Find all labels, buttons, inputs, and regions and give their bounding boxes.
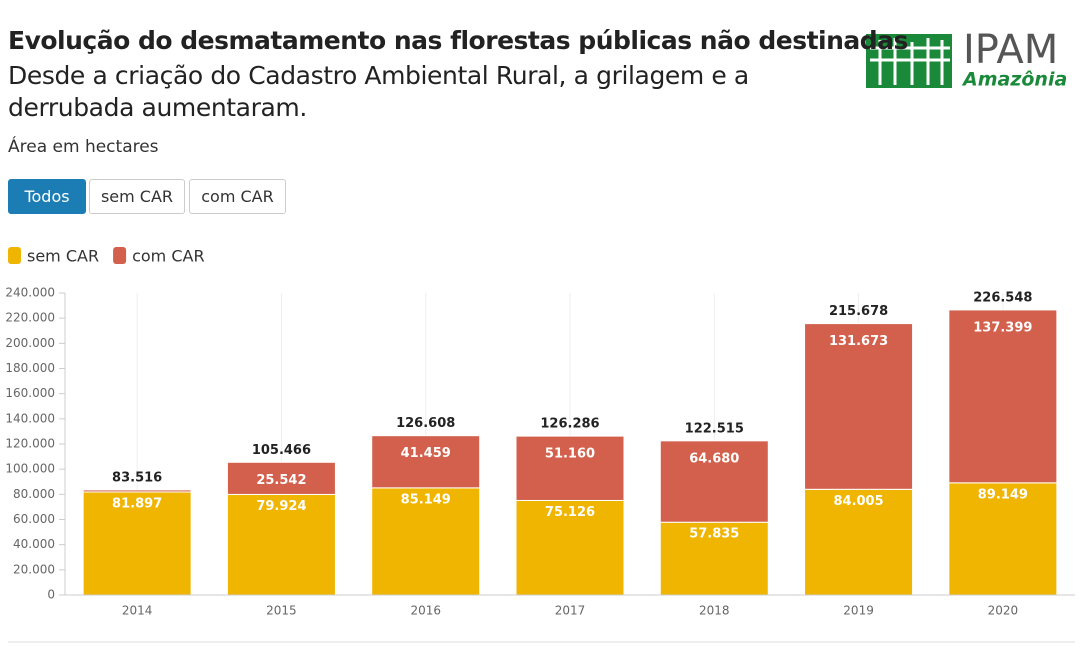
filter-button[interactable]: com CAR <box>189 179 286 214</box>
total-label: 126.608 <box>396 416 455 431</box>
bar-segment <box>371 487 481 596</box>
y-tick-label: 120.000 <box>5 437 55 451</box>
y-tick-label: 60.000 <box>13 512 55 526</box>
bar-segment <box>948 482 1058 596</box>
x-tick-label: 2020 <box>988 604 1019 618</box>
data-label: 57.835 <box>689 527 739 542</box>
legend-swatch <box>8 247 21 264</box>
data-label: 137.399 <box>973 320 1032 335</box>
total-label: 122.515 <box>685 421 744 436</box>
bar-segment <box>948 309 1058 484</box>
total-label: 226.548 <box>973 290 1032 305</box>
y-tick-label: 180.000 <box>5 361 55 375</box>
total-label: 105.466 <box>252 443 311 458</box>
bar-segment <box>659 521 769 596</box>
y-tick-label: 0 <box>47 588 55 602</box>
bar-segment <box>82 489 192 493</box>
bar-segment <box>371 435 481 489</box>
logo-name: IPAM <box>963 27 1058 73</box>
x-tick-label: 2015 <box>266 604 297 618</box>
data-label: 85.149 <box>401 492 451 507</box>
bar-segment <box>515 435 625 501</box>
x-tick-label: 2018 <box>699 604 730 618</box>
data-label: 89.149 <box>978 487 1028 502</box>
y-tick-label: 160.000 <box>5 386 55 400</box>
filter-button[interactable]: Todos <box>8 179 86 214</box>
chart-title: Evolução do desmatamento nas florestas p… <box>8 26 908 55</box>
data-label: 75.126 <box>545 505 595 520</box>
y-tick-label: 220.000 <box>5 311 55 325</box>
logo-lines <box>870 38 950 85</box>
filter-button[interactable]: sem CAR <box>89 179 185 214</box>
total-label: 215.678 <box>829 304 888 319</box>
y-tick-label: 40.000 <box>13 537 55 551</box>
logo: IPAM Amazônia <box>866 27 1067 91</box>
data-label: 25.542 <box>256 473 306 488</box>
y-tick-label: 20.000 <box>13 562 55 576</box>
y-tick-label: 100.000 <box>5 462 55 476</box>
total-label: 83.516 <box>112 470 162 485</box>
bar-segment <box>82 491 192 596</box>
data-label: 51.160 <box>545 447 595 462</box>
data-label: 79.924 <box>256 499 306 514</box>
data-label: 84.005 <box>833 494 883 509</box>
chart-subtitle: Desde a criação do Cadastro Ambiental Ru… <box>8 61 749 122</box>
logo-tagline: Amazônia <box>961 69 1067 91</box>
bar-segment <box>226 461 336 495</box>
y-tick-label: 80.000 <box>13 487 55 501</box>
bar-segment <box>659 440 769 523</box>
bar-segment <box>804 323 914 490</box>
legend-swatch <box>113 247 127 264</box>
y-tick-label: 140.000 <box>5 411 55 425</box>
y-axis-label: Área em hectares <box>8 137 159 157</box>
data-label: 131.673 <box>829 334 888 349</box>
legend-label: sem CAR <box>27 247 99 266</box>
bar-segment <box>515 499 625 596</box>
x-tick-label: 2017 <box>555 604 586 618</box>
x-tick-label: 2016 <box>410 604 441 618</box>
bar-segment <box>226 493 336 596</box>
y-tick-label: 240.000 <box>5 286 55 300</box>
data-label: 41.459 <box>401 446 451 461</box>
data-label: 64.680 <box>689 451 739 466</box>
total-label: 126.286 <box>540 417 599 432</box>
data-label: 81.897 <box>112 496 162 511</box>
x-tick-label: 2014 <box>122 604 153 618</box>
legend-label: com CAR <box>132 247 205 266</box>
bar-segment <box>804 488 914 596</box>
x-tick-label: 2019 <box>843 604 874 618</box>
y-tick-label: 200.000 <box>5 336 55 350</box>
